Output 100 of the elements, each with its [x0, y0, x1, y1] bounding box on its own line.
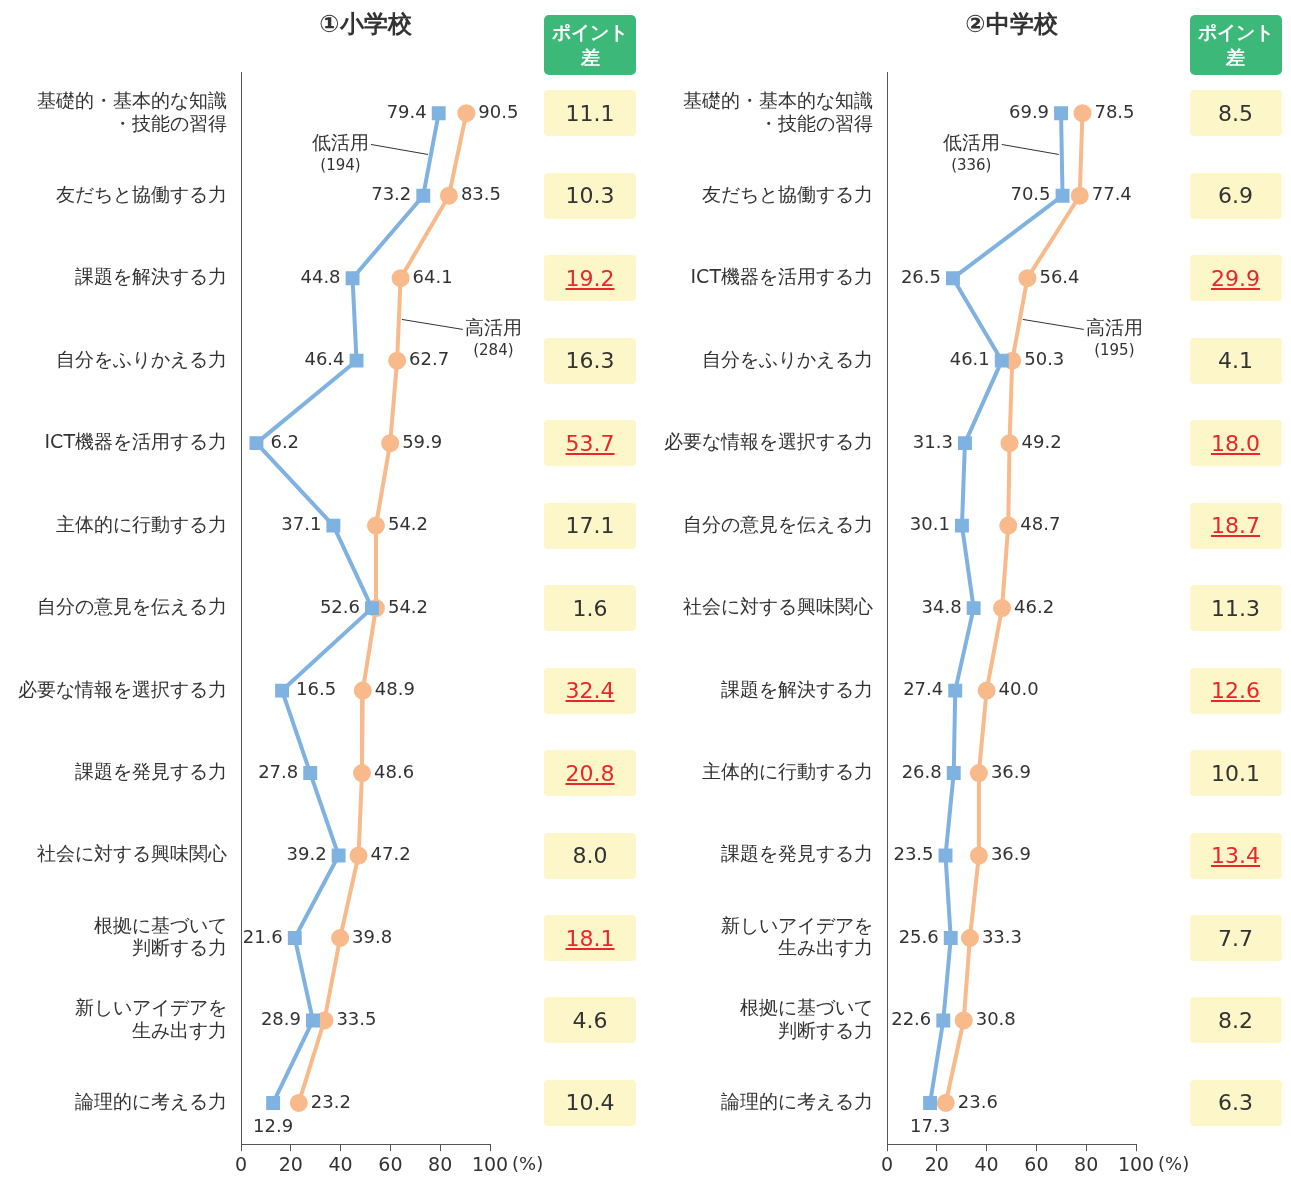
y-tick-label: 根拠に基づいて判断する力 [94, 913, 227, 959]
data-label: 59.9 [402, 430, 443, 452]
point [306, 1013, 320, 1028]
point [960, 929, 979, 948]
text: 53.7 [565, 430, 615, 456]
text: 6.9 [1218, 183, 1253, 209]
data-label: 69.9 [1008, 100, 1049, 122]
x-tick-label: 20 [924, 1152, 949, 1175]
text: 高活用 (284) [464, 316, 522, 360]
text: 11.3 [1211, 595, 1260, 621]
point [1055, 188, 1069, 203]
x-tick-label: 40 [974, 1152, 999, 1175]
point [992, 599, 1011, 618]
y-tick-label: 友だちと協働する力 [701, 182, 873, 205]
x-tick-label: 80 [428, 1152, 453, 1175]
point [388, 351, 407, 370]
y-tick-label: 論理的に考える力 [75, 1089, 227, 1112]
text: 18.1 [565, 925, 615, 951]
data-label: 56.4 [1038, 265, 1080, 287]
point [366, 516, 385, 535]
point [331, 929, 350, 948]
data-label: 23.2 [310, 1090, 351, 1112]
x-tick-label: 60 [1023, 1152, 1048, 1175]
text: 17.1 [565, 513, 615, 539]
data-label: 44.8 [300, 265, 341, 287]
y-tick-label: 論理的に考える力 [720, 1089, 873, 1112]
point [391, 269, 410, 288]
point [945, 271, 960, 286]
point [1017, 269, 1036, 288]
x-tick-label: 60 [378, 1152, 403, 1175]
point [954, 1011, 973, 1030]
data-label: 52.6 [319, 595, 360, 617]
point [954, 518, 969, 533]
point [1000, 434, 1019, 453]
y-tick-label: 新しいアイデアを生み出す力 [75, 996, 227, 1041]
point [966, 601, 981, 616]
point [977, 681, 996, 700]
data-label: 33.5 [336, 1008, 377, 1030]
point [381, 434, 400, 453]
point [289, 1093, 308, 1112]
text: 12.6 [1211, 678, 1260, 704]
point [946, 766, 961, 780]
text: ポイント差 [1189, 15, 1282, 75]
point [365, 601, 379, 616]
data-label: 36.9 [990, 843, 1031, 865]
chart-title: ①小学校 [319, 10, 413, 39]
data-label: 64.1 [412, 265, 453, 287]
text: 4.6 [572, 1007, 608, 1033]
point [326, 518, 341, 533]
point [935, 1013, 950, 1028]
data-label: 30.8 [975, 1008, 1016, 1030]
point [943, 931, 958, 945]
x-tick-label: 80 [1073, 1152, 1098, 1175]
x-tick-label: 40 [328, 1152, 353, 1175]
point [353, 681, 372, 700]
y-tick-label: 社会に対する興味関心 [37, 842, 227, 865]
point [1053, 106, 1068, 121]
data-label: 21.6 [242, 925, 283, 947]
y-tick-label: 課題を発見する力 [75, 759, 227, 782]
text: 11.1 [565, 100, 615, 126]
text: 低活用 (194) [311, 131, 369, 175]
point [349, 353, 364, 368]
point [998, 516, 1017, 535]
point [947, 683, 962, 698]
point [938, 848, 952, 863]
text: 13.4 [1211, 843, 1260, 869]
point [266, 1096, 281, 1110]
y-tick-label: 課題を解決する力 [720, 677, 873, 700]
text: 10.4 [565, 1090, 615, 1116]
text: 8.0 [572, 843, 608, 869]
text: 低活用 (336) [942, 131, 1000, 175]
text: 4.1 [1218, 348, 1253, 374]
point [994, 353, 1009, 368]
data-label: 23.6 [957, 1090, 998, 1112]
data-label: 34.8 [921, 595, 962, 617]
data-label: 27.8 [258, 760, 299, 782]
y-tick-label: 自分をふりかえる力 [56, 347, 227, 370]
text: 6.3 [1218, 1090, 1253, 1116]
point [431, 106, 446, 121]
y-tick-label: 自分の意見を伝える力 [682, 512, 873, 535]
point [249, 436, 264, 451]
x-axis-title: (%) [1157, 1152, 1189, 1174]
point [353, 764, 372, 783]
data-label: 77.4 [1091, 183, 1132, 205]
data-label: 33.3 [981, 925, 1022, 947]
data-label: 40.0 [998, 678, 1039, 700]
point [957, 436, 972, 451]
data-label: 47.2 [370, 843, 411, 865]
point [416, 188, 431, 203]
data-label: 6.2 [270, 430, 300, 452]
text: 10.1 [1211, 760, 1260, 786]
text: 29.9 [1211, 265, 1260, 291]
data-label: 46.2 [1013, 595, 1054, 617]
data-label: 73.2 [371, 183, 412, 205]
y-tick-label: 自分の意見を伝える力 [37, 595, 227, 618]
point [303, 766, 318, 780]
y-tick-label: 友だちと協働する力 [56, 182, 227, 205]
x-tick-label: 100 [1117, 1152, 1154, 1175]
point [969, 846, 988, 865]
y-tick-label: 自分をふりかえる力 [701, 347, 873, 370]
